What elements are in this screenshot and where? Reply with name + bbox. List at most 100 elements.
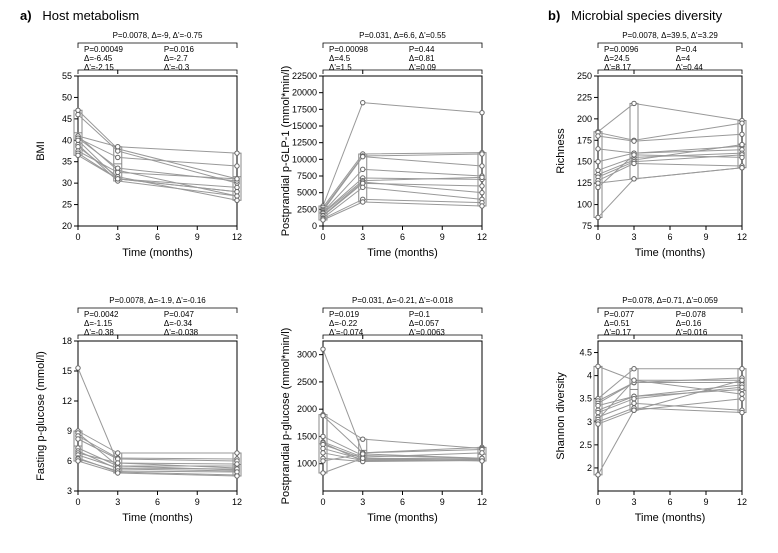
svg-text:P=0.0078, Δ=39.5, Δ'=3.29: P=0.0078, Δ=39.5, Δ'=3.29 — [622, 31, 718, 40]
svg-text:40: 40 — [62, 135, 72, 145]
svg-text:P=0.0042: P=0.0042 — [84, 310, 119, 319]
svg-text:P=0.016: P=0.016 — [164, 45, 195, 54]
svg-text:P=0.4: P=0.4 — [676, 45, 698, 54]
svg-text:Δ'=-0.38: Δ'=-0.38 — [84, 328, 114, 337]
svg-text:3: 3 — [360, 232, 365, 242]
svg-text:0: 0 — [75, 497, 80, 507]
svg-text:0: 0 — [320, 232, 325, 242]
svg-text:Time (months): Time (months) — [122, 512, 193, 524]
svg-text:22500: 22500 — [292, 71, 317, 81]
svg-text:75: 75 — [582, 221, 592, 231]
svg-text:Fasting p-glucose (mmol/l): Fasting p-glucose (mmol/l) — [35, 351, 47, 481]
svg-text:250: 250 — [577, 71, 592, 81]
svg-text:15: 15 — [62, 366, 72, 376]
svg-text:3: 3 — [115, 497, 120, 507]
svg-text:2500: 2500 — [297, 377, 317, 387]
svg-text:2: 2 — [587, 463, 592, 473]
svg-text:25: 25 — [62, 200, 72, 210]
svg-text:9: 9 — [67, 426, 72, 436]
svg-text:Δ'=-0.3: Δ'=-0.3 — [164, 63, 190, 72]
svg-text:Postprandial p-glucose (mmol*m: Postprandial p-glucose (mmol*min/l) — [280, 328, 292, 505]
svg-text:3: 3 — [631, 232, 636, 242]
svg-text:9: 9 — [703, 497, 708, 507]
svg-text:6: 6 — [667, 497, 672, 507]
svg-text:12500: 12500 — [292, 138, 317, 148]
panel-fasting: 369121518036912Fasting p-glucose (mmol/l… — [30, 295, 245, 525]
svg-text:P=0.0078, Δ=-9, Δ'=-0.75: P=0.0078, Δ=-9, Δ'=-0.75 — [113, 31, 203, 40]
svg-text:3.5: 3.5 — [579, 394, 592, 404]
svg-text:P=0.047: P=0.047 — [164, 310, 195, 319]
svg-text:2000: 2000 — [297, 404, 317, 414]
svg-text:6: 6 — [667, 232, 672, 242]
svg-text:12: 12 — [737, 232, 747, 242]
svg-text:P=0.00049: P=0.00049 — [84, 45, 123, 54]
label-a: a) Host metabolism — [20, 8, 139, 23]
svg-text:Δ'=-0.074: Δ'=-0.074 — [329, 328, 364, 337]
svg-text:Δ'=8.17: Δ'=8.17 — [604, 63, 632, 72]
svg-text:10000: 10000 — [292, 154, 317, 164]
svg-text:5000: 5000 — [297, 188, 317, 198]
svg-text:0: 0 — [595, 497, 600, 507]
svg-text:125: 125 — [577, 178, 592, 188]
svg-text:Δ'=-2.15: Δ'=-2.15 — [84, 63, 114, 72]
svg-text:Δ=4.5: Δ=4.5 — [329, 54, 351, 63]
svg-text:3: 3 — [115, 232, 120, 242]
svg-text:P=0.077: P=0.077 — [604, 310, 635, 319]
svg-text:35: 35 — [62, 157, 72, 167]
svg-text:Δ=-1.15: Δ=-1.15 — [84, 319, 113, 328]
svg-text:0: 0 — [75, 232, 80, 242]
svg-text:3: 3 — [360, 497, 365, 507]
svg-text:9: 9 — [440, 497, 445, 507]
svg-text:4.5: 4.5 — [579, 348, 592, 358]
svg-text:9: 9 — [195, 232, 200, 242]
svg-text:150: 150 — [577, 157, 592, 167]
svg-text:3: 3 — [587, 417, 592, 427]
svg-text:0: 0 — [320, 497, 325, 507]
svg-text:0: 0 — [312, 221, 317, 231]
svg-text:1000: 1000 — [297, 459, 317, 469]
svg-text:Δ=-0.34: Δ=-0.34 — [164, 319, 193, 328]
svg-text:Δ'=0.0063: Δ'=0.0063 — [409, 328, 446, 337]
svg-text:20: 20 — [62, 221, 72, 231]
svg-text:P=0.00098: P=0.00098 — [329, 45, 368, 54]
svg-text:50: 50 — [62, 92, 72, 102]
svg-text:Δ=-6.45: Δ=-6.45 — [84, 54, 113, 63]
svg-text:55: 55 — [62, 71, 72, 81]
svg-text:6: 6 — [155, 497, 160, 507]
svg-text:Δ'=0.44: Δ'=0.44 — [676, 63, 704, 72]
svg-text:6: 6 — [400, 497, 405, 507]
svg-text:P=0.078, Δ=0.71, Δ'=0.059: P=0.078, Δ=0.71, Δ'=0.059 — [622, 296, 718, 305]
panel-postglucose: 10001500200025003000036912Postprandial p… — [275, 295, 490, 525]
svg-text:P=0.0096: P=0.0096 — [604, 45, 639, 54]
svg-text:17500: 17500 — [292, 104, 317, 114]
svg-text:P=0.031, Δ=-0.21, Δ'=-0.018: P=0.031, Δ=-0.21, Δ'=-0.018 — [352, 296, 454, 305]
svg-text:3: 3 — [67, 486, 72, 496]
svg-text:Δ'=0.016: Δ'=0.016 — [676, 328, 708, 337]
svg-text:P=0.44: P=0.44 — [409, 45, 435, 54]
svg-text:P=0.031, Δ=6.6, Δ'=0.55: P=0.031, Δ=6.6, Δ'=0.55 — [359, 31, 446, 40]
svg-text:30: 30 — [62, 178, 72, 188]
svg-text:P=0.1: P=0.1 — [409, 310, 431, 319]
svg-text:Shannon diversity: Shannon diversity — [555, 372, 567, 460]
panel-bmi: 2025303540455055036912BMITime (months)P=… — [30, 30, 245, 260]
svg-text:3: 3 — [631, 497, 636, 507]
svg-text:175: 175 — [577, 135, 592, 145]
svg-text:20000: 20000 — [292, 88, 317, 98]
svg-text:BMI: BMI — [35, 141, 47, 161]
svg-text:12: 12 — [477, 497, 487, 507]
svg-text:Δ=-2.7: Δ=-2.7 — [164, 54, 188, 63]
svg-text:4: 4 — [587, 371, 592, 381]
panel-richness: 75100125150175200225250036912RichnessTim… — [550, 30, 750, 260]
svg-text:200: 200 — [577, 114, 592, 124]
svg-text:7500: 7500 — [297, 171, 317, 181]
svg-text:Time (months): Time (months) — [367, 247, 438, 259]
svg-text:2.5: 2.5 — [579, 440, 592, 450]
svg-text:Δ'=1.5: Δ'=1.5 — [329, 63, 352, 72]
svg-text:12: 12 — [62, 396, 72, 406]
svg-text:225: 225 — [577, 92, 592, 102]
svg-text:Time (months): Time (months) — [122, 247, 193, 259]
svg-text:Δ'=0.17: Δ'=0.17 — [604, 328, 632, 337]
svg-text:Δ=4: Δ=4 — [676, 54, 691, 63]
svg-text:15000: 15000 — [292, 121, 317, 131]
svg-text:P=0.0078, Δ=-1.9, Δ'=-0.16: P=0.0078, Δ=-1.9, Δ'=-0.16 — [109, 296, 206, 305]
